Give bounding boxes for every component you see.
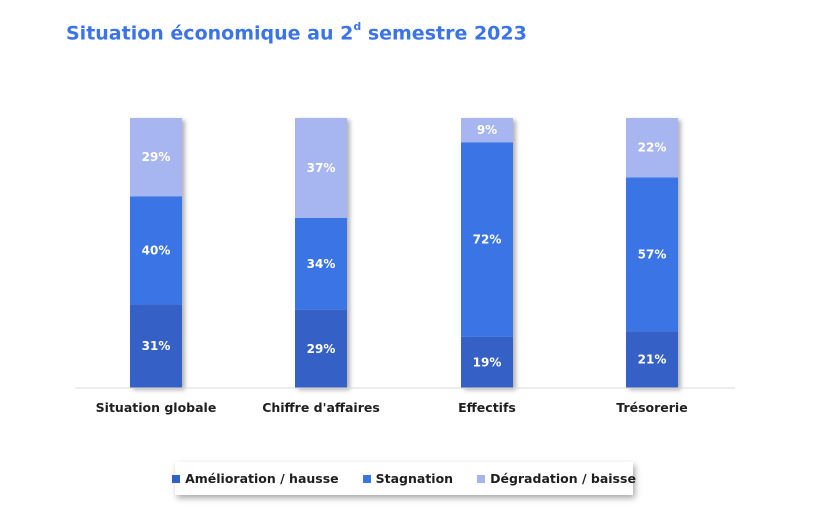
category-tick-label: Trésorerie	[616, 400, 687, 415]
chart-title-rest: semestre 2023	[361, 22, 527, 45]
data-label: 21%	[638, 353, 667, 367]
legend-item: Stagnation	[362, 471, 454, 486]
data-label: 29%	[142, 150, 171, 164]
data-label: 72%	[473, 233, 502, 247]
category-tick-label: Effectifs	[458, 400, 516, 415]
bar-stack	[295, 118, 347, 388]
legend-swatch	[477, 474, 486, 483]
data-label: 34%	[307, 257, 336, 271]
legend-label: Amélioration / hausse	[185, 471, 339, 486]
chart-title-superscript: d	[353, 20, 362, 33]
legend-item: Amélioration / hausse	[172, 471, 339, 486]
data-label: 37%	[307, 161, 336, 175]
bar-segment	[626, 177, 678, 332]
bar-segment	[295, 118, 347, 218]
chart-title-main: Situation économique au 2	[66, 22, 354, 45]
data-label: 31%	[142, 339, 171, 353]
bar-segment	[130, 196, 182, 305]
legend-label: Dégradation / baisse	[490, 471, 636, 486]
category-tick-label: Situation globale	[96, 400, 217, 415]
bar-segment	[461, 142, 513, 337]
data-label: 22%	[638, 141, 667, 155]
bar-segment	[461, 336, 513, 388]
category-tick-label: Chiffre d'affaires	[262, 400, 380, 415]
bar-segment	[130, 304, 182, 388]
legend-swatch	[172, 474, 181, 483]
category-labels: Situation globale Chiffre d'affaires Effec…	[96, 400, 688, 415]
legend: Amélioration / hausse Stagnation Dégradati…	[172, 462, 636, 495]
bar-stack	[461, 118, 513, 388]
bar-segment	[626, 118, 678, 178]
legend-item: Dégradation / baisse	[477, 471, 636, 486]
data-label: 9%	[477, 123, 497, 137]
bar-segment	[295, 309, 347, 388]
data-label: 57%	[638, 247, 667, 261]
bar-segment	[461, 118, 513, 143]
legend-swatch	[362, 474, 371, 483]
chart-title: Situation économique au 2d semestre 2023	[66, 20, 527, 45]
legend-label: Stagnation	[375, 471, 454, 486]
data-label: 29%	[307, 342, 336, 356]
data-label: 40%	[142, 243, 171, 257]
bar-segment	[295, 217, 347, 310]
bar-segment	[130, 118, 182, 197]
bar-stack	[626, 118, 678, 388]
bar-stack	[130, 118, 182, 388]
bar-segment	[626, 331, 678, 388]
data-label: 19%	[473, 355, 502, 369]
bars-layer: 31% 40% 29% 29% 34% 37% 19% 72% 9% 21% 57% 22%	[130, 118, 678, 388]
